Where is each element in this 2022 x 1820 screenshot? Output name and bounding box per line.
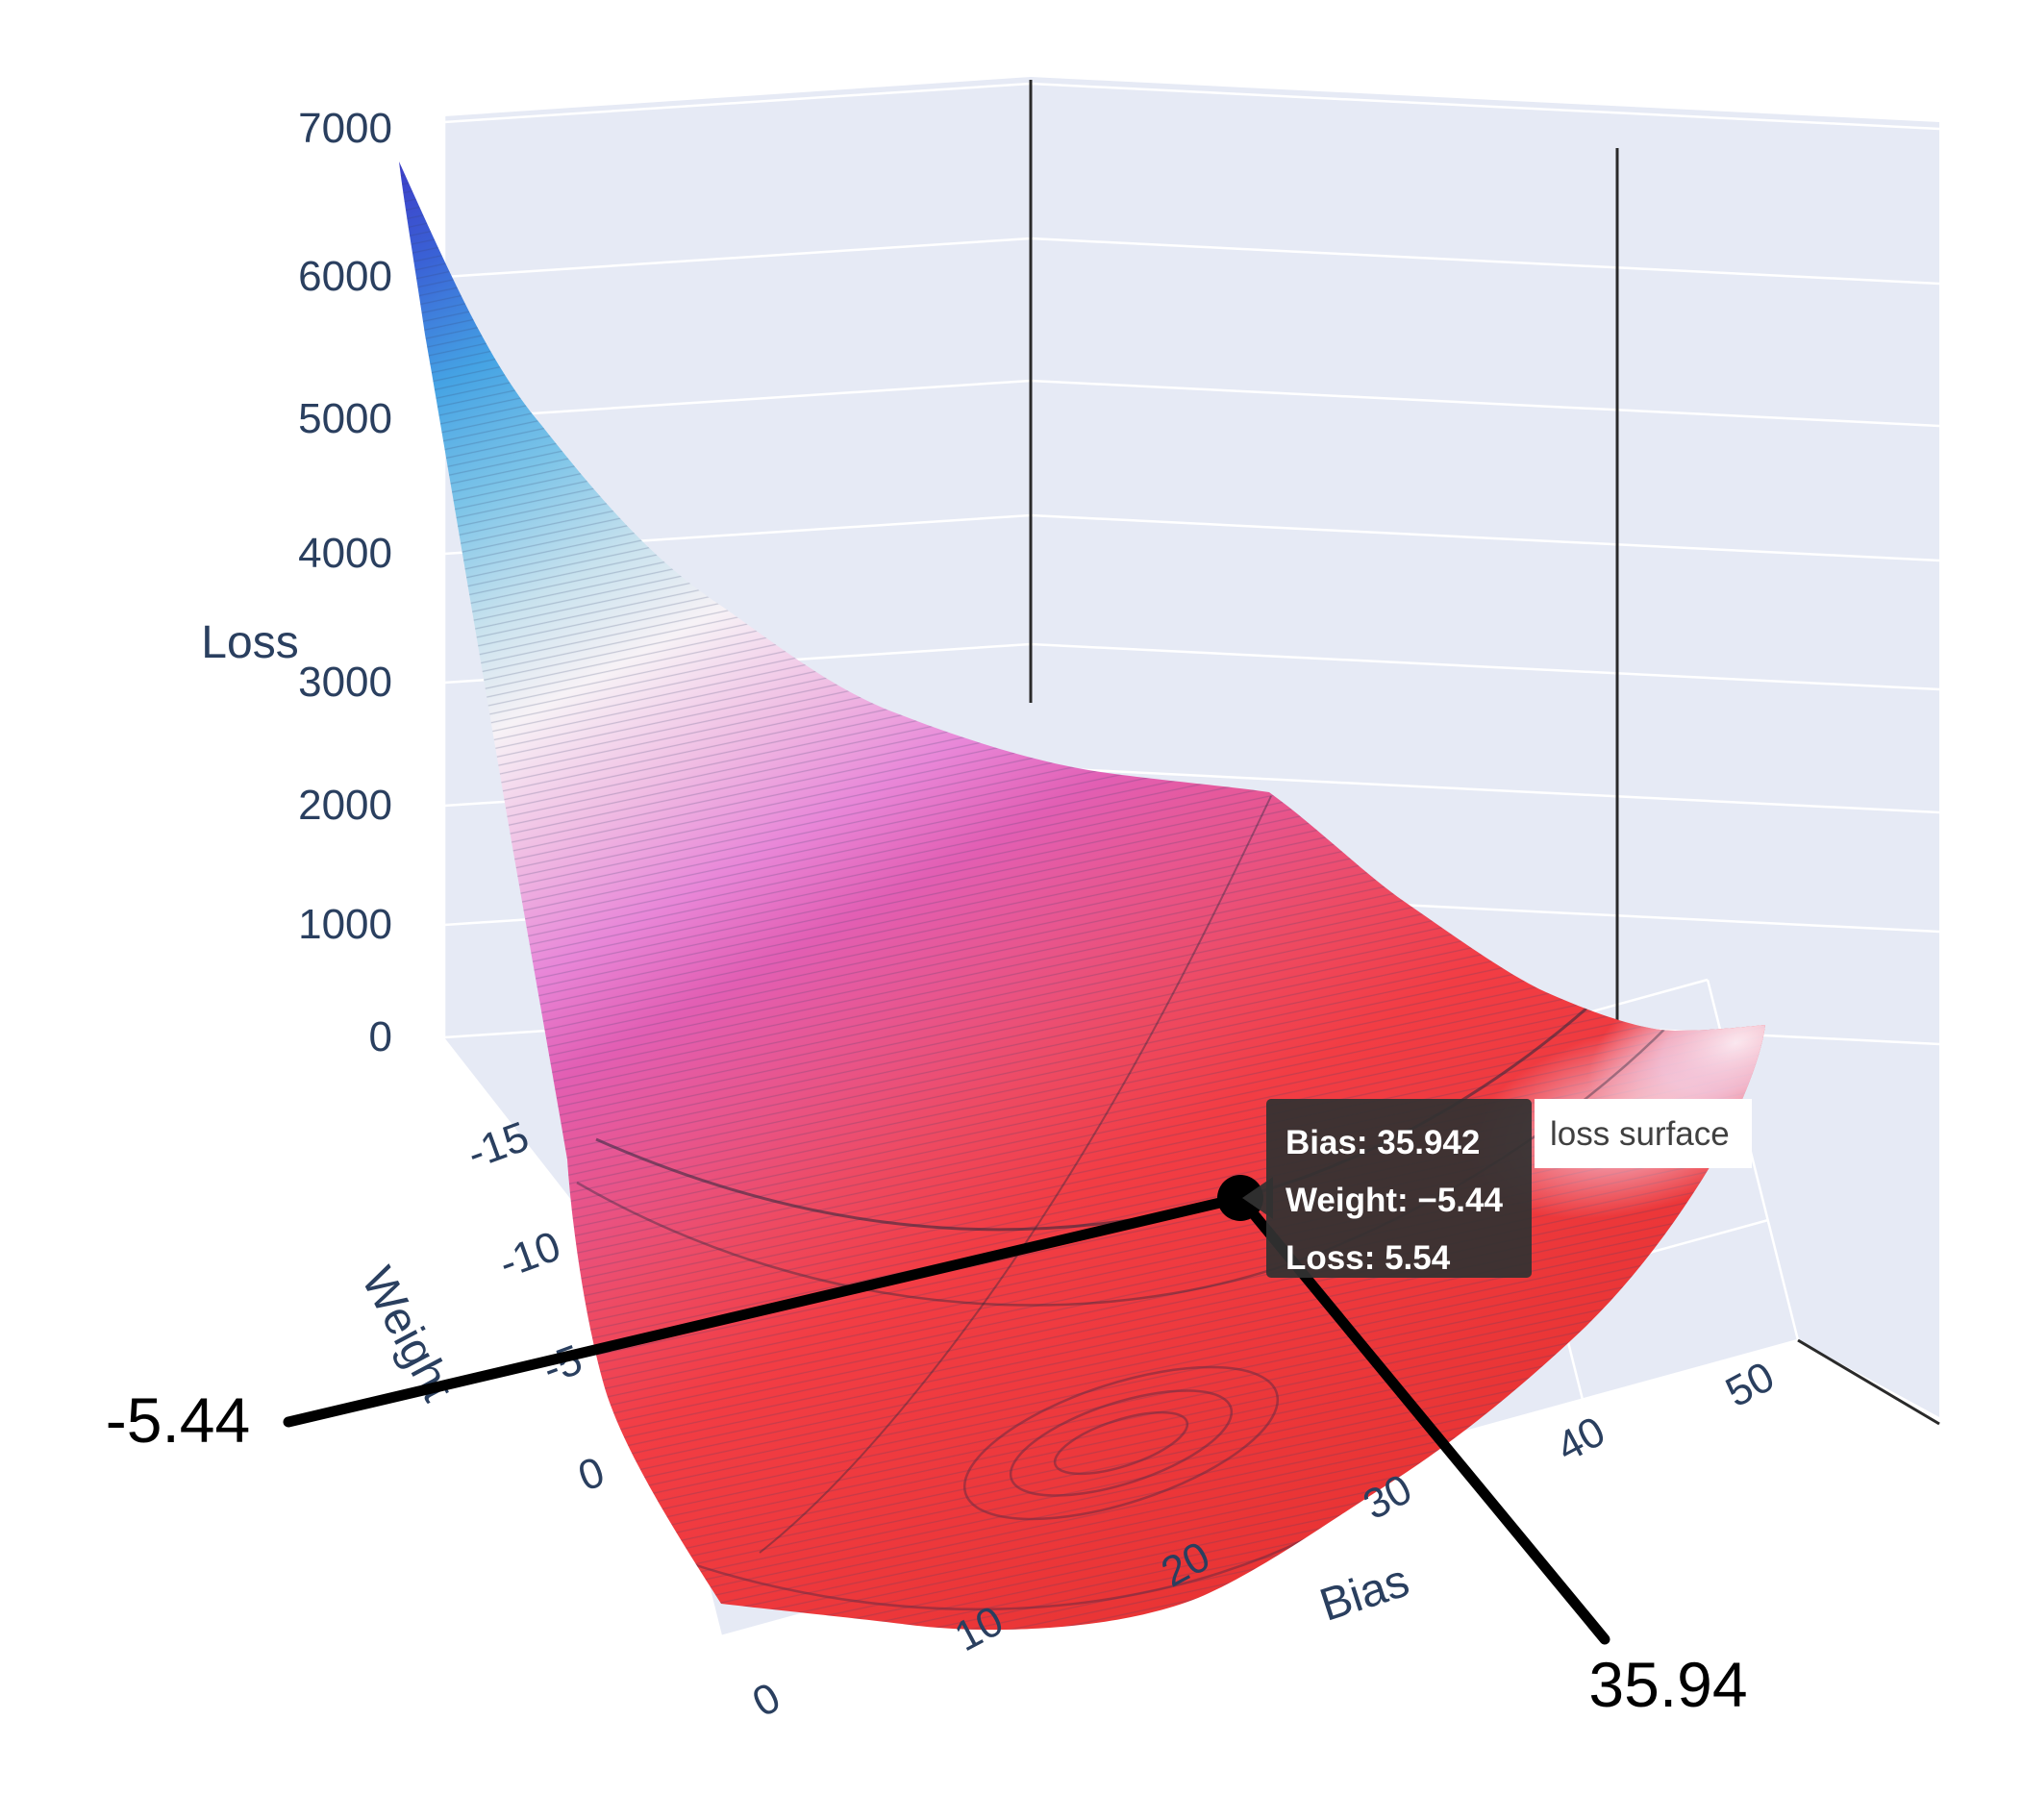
z-tick: 5000 bbox=[298, 395, 392, 442]
hover-marker[interactable] bbox=[1217, 1175, 1263, 1221]
tooltip-line-bias: Bias: 35.942 bbox=[1286, 1124, 1480, 1161]
trace-label-box bbox=[1535, 1099, 1752, 1168]
x-tick: 0 bbox=[745, 1674, 788, 1727]
tooltip-box bbox=[1266, 1099, 1532, 1278]
z-tick: 3000 bbox=[298, 659, 392, 706]
cube-edges bbox=[1029, 80, 1940, 1426]
contour-curve bbox=[759, 795, 1272, 1554]
annotation-weight-value: -5.44 bbox=[106, 1384, 250, 1456]
z-tick: 0 bbox=[369, 1013, 392, 1060]
z-tick: 1000 bbox=[298, 901, 392, 948]
x-tick: 50 bbox=[1718, 1353, 1782, 1416]
y-tick: 0 bbox=[572, 1448, 611, 1500]
annotation-bias-value: 35.94 bbox=[1588, 1649, 1747, 1720]
annotation-line-weight bbox=[283, 1192, 1246, 1428]
tooltip-pointer bbox=[1242, 1177, 1273, 1219]
z-tick: 2000 bbox=[298, 782, 392, 829]
x-axis-title: Bias bbox=[1314, 1556, 1415, 1632]
contour-ring bbox=[1009, 1389, 1234, 1497]
cube-edge bbox=[1797, 1338, 1940, 1426]
contour-ring bbox=[962, 1365, 1280, 1521]
tooltip-line-weight: Weight: −5.44 bbox=[1286, 1182, 1503, 1219]
tooltip-line-loss: Loss: 5.54 bbox=[1286, 1239, 1451, 1277]
hover-tooltip: Bias: 35.942 Weight: −5.44 Loss: 5.54 lo… bbox=[1242, 1099, 1752, 1278]
z-axis-title: Loss bbox=[201, 617, 298, 668]
z-tick: 7000 bbox=[298, 105, 392, 152]
y-tick: -10 bbox=[493, 1222, 567, 1287]
z-tick: 4000 bbox=[298, 530, 392, 577]
z-tick: 6000 bbox=[298, 253, 392, 300]
contour-ring bbox=[1053, 1410, 1189, 1476]
z-axis: 7000 6000 5000 4000 3000 2000 1000 0 Los… bbox=[201, 105, 392, 1060]
trace-label: loss surface bbox=[1550, 1115, 1730, 1153]
x-tick: 40 bbox=[1549, 1408, 1612, 1471]
